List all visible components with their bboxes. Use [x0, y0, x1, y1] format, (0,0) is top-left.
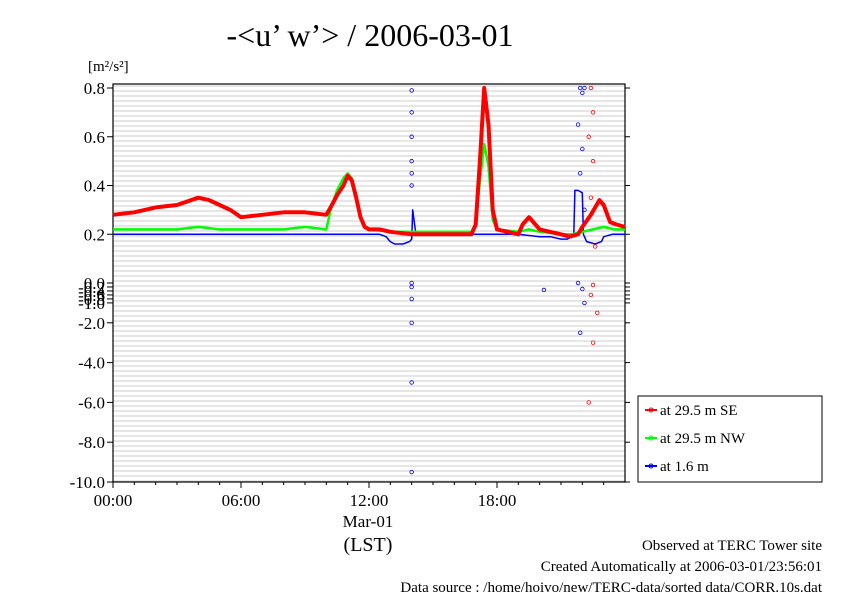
x-tick-label: 06:00 [222, 491, 261, 510]
legend-label: at 29.5 m SE [660, 403, 738, 419]
y-tick-label: -0.4 [78, 282, 105, 301]
y-tick-label: 0.0 [84, 274, 105, 293]
scatter-point [409, 183, 414, 188]
legend-label: at 1.6 m [660, 459, 709, 475]
scatter-point [575, 280, 581, 286]
scatter-point [409, 296, 414, 302]
scatter-point [590, 110, 596, 115]
scatter-group [409, 85, 600, 475]
y-axis: 0.8 0.6 0.4 0.2 0.0-0.2-0.4-0.6-0.8-1.0-2.0 -… [70, 79, 630, 492]
scatter-point [409, 284, 414, 290]
scatter-point [595, 310, 600, 316]
scatter-point [409, 88, 414, 93]
y-tick-label: 0.8 [84, 79, 105, 98]
y-tick-label: -0.8 [78, 290, 105, 309]
scatter-point [586, 400, 591, 405]
scatter-point [409, 158, 414, 164]
x-axis: 00:00 06:00 12:00 18:00 [94, 482, 605, 510]
y-tick-label: -10.0 [70, 473, 105, 492]
scatter-point [409, 110, 414, 115]
footer-created: Created Automatically at 2006-03-01/23:5… [541, 559, 822, 575]
scatter-point [575, 122, 581, 127]
chart-title: -<u’ w’> / 2006-03-01 [227, 17, 514, 53]
x-axis-label: (LST) [344, 534, 393, 556]
scatter-point [580, 90, 585, 96]
scatter-point [580, 286, 585, 292]
scatter-point [409, 469, 414, 475]
y-tick-label: -0.2 [78, 278, 105, 297]
y-tick-label: -6.0 [78, 393, 105, 412]
y-tick-label: -0.6 [78, 286, 105, 305]
y-tick-label: 0.6 [84, 128, 105, 147]
grid-lines [113, 85, 625, 482]
scatter-point [409, 280, 414, 286]
scatter-point [582, 300, 587, 306]
scatter-point [592, 244, 598, 249]
footer-site: Observed at TERC Tower site [642, 538, 822, 554]
scatter-point [590, 158, 596, 164]
scatter-point [409, 320, 414, 325]
scatter-point [590, 282, 596, 288]
legend-marker [648, 435, 654, 441]
scatter-point [582, 207, 587, 213]
legend-marker [648, 407, 654, 413]
y-tick-label: 0.4 [84, 177, 106, 196]
scatter-point [590, 340, 596, 345]
legend-label: at 29.5 m NW [660, 431, 746, 447]
series-group [112, 86, 626, 245]
y-tick-label: -1.0 [78, 294, 105, 313]
scatter-point [409, 134, 414, 139]
scatter-point [541, 287, 547, 293]
scatter-point [578, 85, 583, 91]
x-tick-label: 00:00 [94, 491, 133, 510]
scatter-point [588, 292, 594, 298]
scatter-point [580, 146, 585, 152]
scatter-point [409, 171, 414, 176]
scatter-point [578, 330, 583, 335]
scatter-point [409, 380, 414, 385]
scatter-point [588, 195, 594, 200]
scatter-point [582, 85, 587, 91]
series-line [112, 86, 626, 239]
legend: at 29.5 m SE at 29.5 m NW at 1.6 m [637, 395, 823, 483]
legend-box [637, 395, 823, 483]
y-tick-label: -4.0 [78, 354, 105, 373]
y-tick-label: -2.0 [78, 314, 105, 333]
scatter-point [588, 85, 594, 91]
legend-marker [648, 463, 654, 469]
y-axis-unit-label: [m²/s²] [88, 59, 129, 75]
y-tick-label: -8.0 [78, 433, 105, 452]
plot-frame [112, 83, 626, 483]
scatter-point [578, 171, 583, 176]
scatter-point [586, 134, 591, 139]
x-tick-label: 18:00 [478, 491, 517, 510]
x-axis-date-label: Mar-01 [343, 512, 394, 531]
footer-source: Data source : /home/hoivo/new/TERC-data/… [400, 580, 822, 595]
x-tick-label: 12:00 [350, 491, 389, 510]
y-tick-label: 0.2 [84, 225, 105, 244]
